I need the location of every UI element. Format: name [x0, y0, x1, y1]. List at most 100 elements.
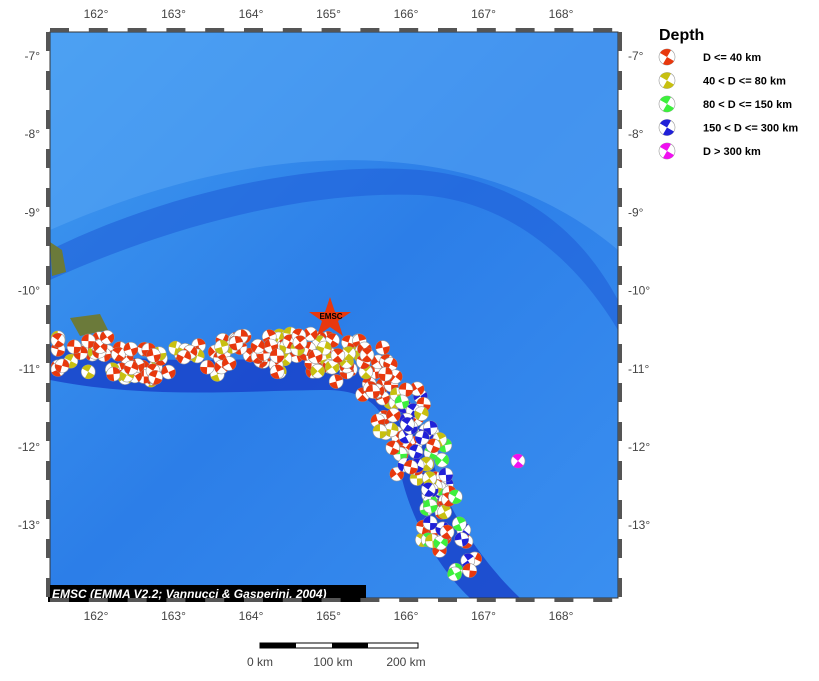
- ball-wedge: [73, 345, 88, 360]
- frame-tick: [166, 28, 186, 32]
- frame-tick: [618, 578, 622, 597]
- lon-label: 164°: [239, 609, 264, 623]
- lat-label: -9°: [25, 205, 41, 219]
- ball-wedge: [200, 360, 215, 375]
- ball-wedge: [403, 460, 418, 475]
- event-symbol: [454, 532, 469, 547]
- ball-wedge: [222, 357, 237, 370]
- ball-wedge: [294, 335, 306, 350]
- event-symbol: [452, 516, 467, 532]
- event-symbol: [324, 359, 340, 375]
- ball-wedge: [394, 395, 409, 409]
- frame-tick: [618, 344, 622, 363]
- ball-wedge: [414, 407, 429, 421]
- ball-wedge: [352, 333, 367, 348]
- lon-label: 163°: [161, 7, 186, 21]
- frame-tick: [618, 71, 622, 90]
- frame-tick: [46, 344, 50, 363]
- ball-wedge: [441, 525, 453, 540]
- events: [50, 326, 526, 582]
- frame-tick: [438, 28, 457, 32]
- event-symbol: [385, 440, 401, 456]
- lon-label: 164°: [239, 7, 264, 21]
- event-symbol: [341, 335, 356, 350]
- ball-wedge: [270, 364, 284, 379]
- legend-symbol: [658, 48, 676, 66]
- event-symbol: [269, 348, 285, 364]
- ball-wedge: [64, 354, 78, 369]
- frame-tick: [46, 305, 50, 324]
- lon-label: 167°: [471, 7, 496, 21]
- frame-tick: [618, 383, 622, 402]
- event-symbol: [386, 407, 401, 423]
- ball-wedge: [176, 350, 191, 364]
- lon-label: 165°: [316, 609, 341, 623]
- event-symbol: [423, 498, 438, 514]
- frame-tick: [618, 500, 622, 519]
- frame-tick: [166, 598, 186, 602]
- ball-wedge: [423, 471, 436, 486]
- ball-wedge: [124, 361, 139, 375]
- scale-label: 200 km: [386, 655, 425, 669]
- lon-label: 162°: [84, 609, 109, 623]
- ball-wedge: [384, 422, 399, 437]
- ball-wedge: [452, 516, 466, 531]
- ball-wedge: [438, 505, 451, 519]
- event-symbol: [292, 335, 308, 350]
- event-symbol: [414, 406, 429, 422]
- event-symbol: [398, 382, 414, 398]
- frame-tick: [244, 28, 263, 32]
- event-symbol: [394, 394, 410, 410]
- trough: [50, 168, 618, 330]
- ball-wedge: [123, 342, 138, 356]
- frame-tick: [50, 28, 69, 32]
- event-symbol: [434, 452, 450, 468]
- ball-wedge: [93, 341, 108, 352]
- event-symbol: [123, 360, 139, 375]
- ball-wedge: [660, 119, 674, 136]
- frame-tick: [618, 461, 622, 480]
- lat-label: -11°: [628, 362, 649, 376]
- ball-wedge: [214, 340, 229, 355]
- lat-label: -10°: [628, 284, 650, 298]
- event-symbol: [421, 482, 436, 497]
- island: [50, 242, 108, 336]
- frame-tick: [554, 28, 574, 32]
- event-symbol: [425, 438, 441, 454]
- frame-tick: [618, 149, 622, 168]
- ball-wedge: [81, 334, 96, 349]
- scale-bar: [259, 642, 419, 649]
- ball-wedge: [229, 336, 243, 351]
- ball-wedge: [250, 340, 265, 353]
- event-symbol: [422, 471, 437, 486]
- ball-wedge: [317, 341, 332, 355]
- event-symbol: [123, 341, 139, 357]
- frame-tick: [88, 28, 108, 32]
- frame-tick: [321, 28, 341, 32]
- ball-wedge: [437, 438, 452, 453]
- event-symbol: [214, 339, 229, 355]
- event-symbol: [99, 329, 115, 345]
- ball-wedge: [423, 499, 438, 514]
- ball-wedge: [343, 346, 355, 361]
- lon-label: 163°: [161, 609, 186, 623]
- ball-wedge: [161, 365, 176, 379]
- event-symbol: [310, 363, 325, 379]
- frame-tick: [618, 305, 622, 324]
- event-symbol: [330, 348, 346, 363]
- ball-wedge: [423, 420, 438, 435]
- ball-wedge: [332, 348, 344, 363]
- frame-tick: [46, 149, 50, 168]
- lat-label: -9°: [628, 205, 644, 219]
- frame-tick: [618, 188, 622, 207]
- frame-tick: [46, 422, 50, 441]
- lat-label: -12°: [628, 440, 650, 454]
- frame-tick: [593, 28, 613, 32]
- ball-wedge: [303, 328, 318, 340]
- event-symbol: [199, 359, 215, 375]
- frame-tick: [360, 598, 380, 602]
- plateau: [50, 32, 618, 250]
- frame-tick: [46, 227, 50, 246]
- frame-tick: [618, 266, 622, 285]
- frame-tick: [88, 598, 108, 602]
